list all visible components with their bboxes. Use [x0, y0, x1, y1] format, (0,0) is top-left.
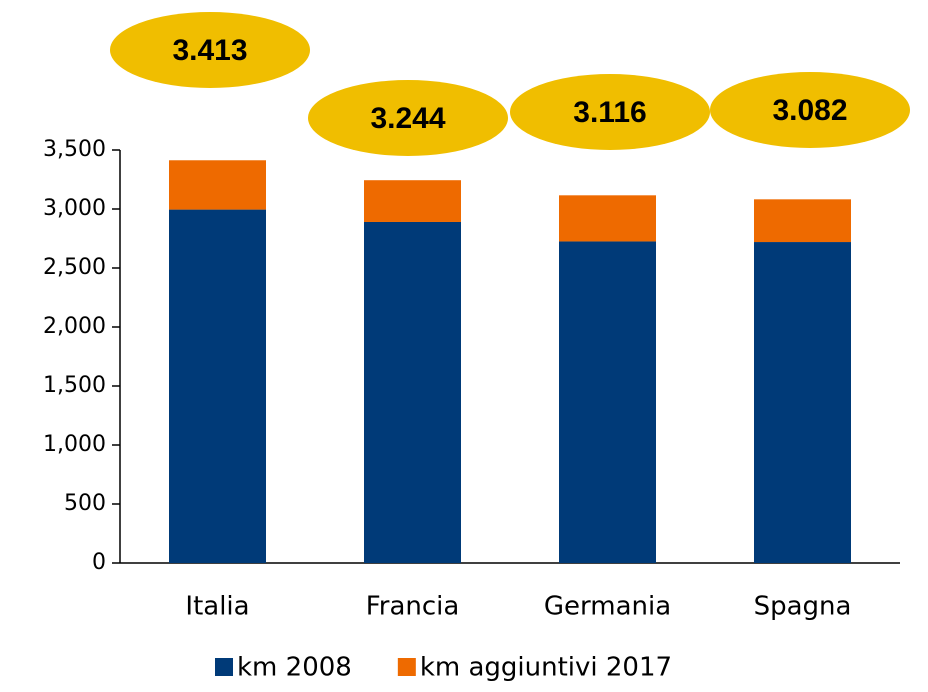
bar-segment — [364, 180, 461, 222]
annotation: 3.116 — [573, 96, 646, 129]
annotation: 3.413 — [172, 34, 247, 67]
x-tick-label: Italia — [185, 592, 249, 622]
y-tick-label: 1,500 — [43, 373, 106, 398]
annotation-bubble — [110, 12, 310, 88]
y-tick-label: 2,500 — [43, 255, 106, 280]
legend-label: km 2008 — [237, 653, 352, 683]
bar-segment — [754, 242, 851, 564]
legend-swatch — [215, 658, 233, 676]
legend-swatch — [397, 658, 416, 676]
annotation: 3.244 — [370, 102, 445, 135]
y-tick-label: 2,000 — [43, 314, 106, 339]
bar-segment — [754, 199, 851, 243]
bar-segment — [169, 160, 266, 210]
x-tick-label: Spagna — [754, 592, 852, 622]
bar-segment — [559, 195, 656, 242]
annotation-bubble — [510, 74, 710, 150]
bar-segment — [169, 209, 266, 563]
x-tick-label: Francia — [366, 592, 460, 622]
annotation: 3.082 — [772, 94, 847, 127]
annotation-bubble — [308, 80, 508, 156]
legend-label: km aggiuntivi 2017 — [420, 653, 672, 683]
x-tick-label: Germania — [544, 592, 671, 622]
y-tick-label: 0 — [92, 550, 106, 575]
bar-segment — [559, 241, 656, 563]
annotation-bubble — [710, 72, 910, 148]
y-tick-label: 3,500 — [43, 137, 106, 162]
bar-segment — [364, 221, 461, 564]
y-tick-label: 3,000 — [43, 196, 106, 221]
y-tick-label: 500 — [64, 491, 106, 516]
y-tick-label: 1,000 — [43, 432, 106, 457]
